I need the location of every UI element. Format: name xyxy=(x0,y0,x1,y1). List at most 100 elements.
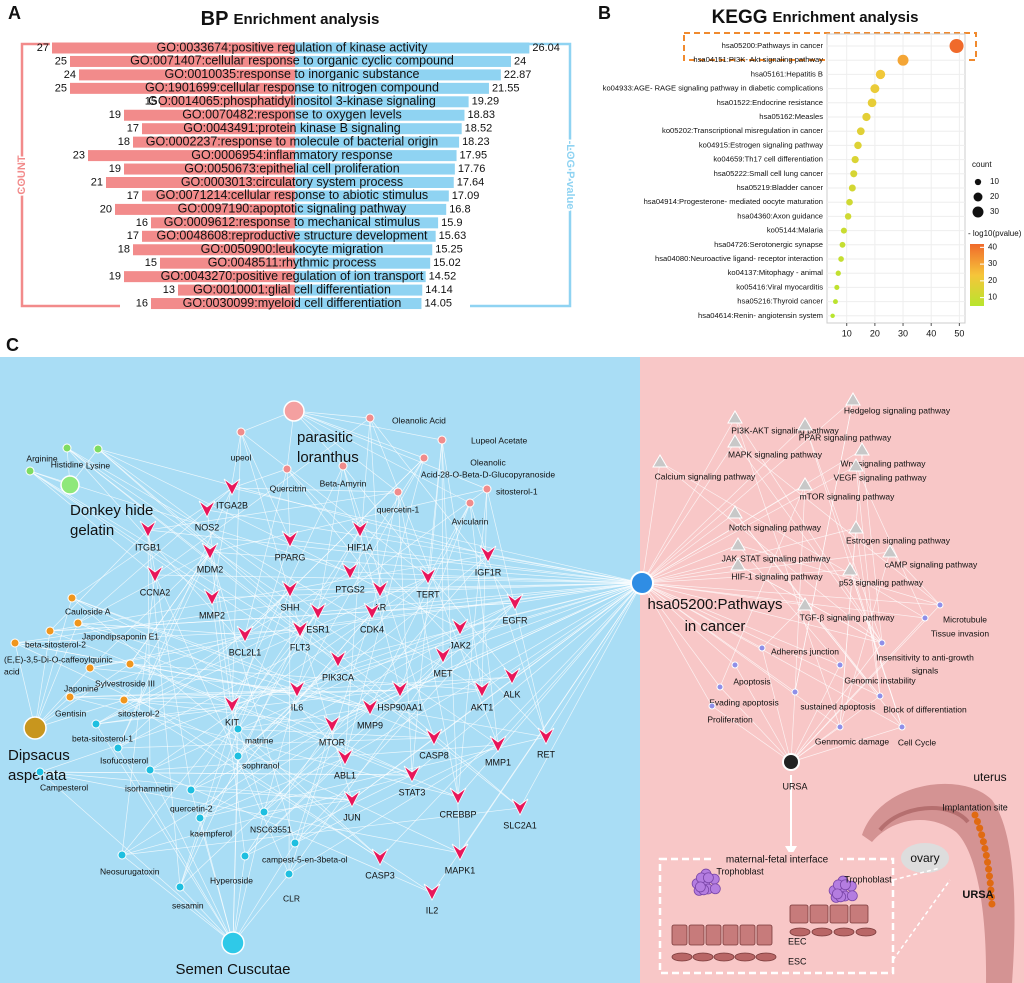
y-tick-label: ko04933:AGE- RAGE signaling pathway in d… xyxy=(603,84,824,93)
pathway-node xyxy=(727,505,743,519)
y-tick-label: ko05202:Transcriptional misregulation in… xyxy=(662,126,823,135)
logp-bar xyxy=(295,257,431,269)
implantation xyxy=(971,811,996,909)
count-bar xyxy=(160,257,295,269)
node-label: isorhamnetin xyxy=(125,783,174,793)
edge xyxy=(511,582,643,678)
dot xyxy=(850,170,858,178)
edge xyxy=(199,707,371,819)
count-bar xyxy=(151,217,295,229)
target-node xyxy=(139,520,157,538)
edge xyxy=(240,431,291,541)
edge xyxy=(734,417,841,728)
edge xyxy=(117,551,211,749)
edge xyxy=(77,551,211,624)
node-label: upeol xyxy=(231,452,252,462)
compound-node xyxy=(240,851,250,861)
compound-node xyxy=(62,443,72,453)
illustration xyxy=(658,775,1015,983)
process-node xyxy=(836,723,844,731)
label-bg xyxy=(715,852,840,866)
edge xyxy=(349,571,643,584)
count-bar xyxy=(52,42,295,54)
target-node xyxy=(223,478,241,496)
node-label: SLC2A1 xyxy=(503,820,537,830)
logp-bar xyxy=(295,177,454,188)
node-label: CLR xyxy=(283,893,300,903)
count-label: 25 xyxy=(55,55,67,67)
edge xyxy=(641,461,661,584)
logp-label: 16.8 xyxy=(449,203,470,215)
target-node xyxy=(236,625,254,643)
logp-bar xyxy=(295,96,469,108)
edge xyxy=(641,527,857,584)
node-label: MDM2 xyxy=(197,564,224,574)
logp-label: 15.63 xyxy=(439,230,467,242)
node-label: p53 signaling pathway xyxy=(839,577,924,587)
edge xyxy=(209,551,643,584)
target-node xyxy=(537,727,555,745)
dot xyxy=(839,241,846,248)
node-label: ABL1 xyxy=(334,770,356,780)
node-label: MMP2 xyxy=(199,610,225,620)
edge xyxy=(331,582,643,726)
dot xyxy=(830,313,835,319)
edge xyxy=(317,582,643,613)
colorbar-label: 40 xyxy=(988,242,997,251)
edge xyxy=(231,468,288,489)
edge xyxy=(719,484,806,688)
node-label: Adherens junction xyxy=(771,646,839,656)
node-label: KIT xyxy=(225,717,240,727)
edge xyxy=(641,582,903,728)
herb-node xyxy=(221,931,245,955)
edge xyxy=(790,664,841,763)
edge xyxy=(89,551,211,669)
logp-label: 24 xyxy=(514,55,526,67)
count-bar xyxy=(88,150,295,162)
edge xyxy=(232,811,265,944)
target-node xyxy=(451,618,469,636)
edge xyxy=(123,676,513,701)
node-label: BCL2L1 xyxy=(229,647,262,657)
node-label: Evading apoptosis xyxy=(709,697,778,707)
edge xyxy=(263,799,353,813)
node-label: Calcium signaling pathway xyxy=(655,471,756,481)
node-label: AKT1 xyxy=(471,702,494,712)
count-bar xyxy=(70,82,295,94)
herb-node xyxy=(60,475,80,495)
edge xyxy=(294,724,333,844)
dot xyxy=(949,39,964,53)
node-label: NSC63551 xyxy=(250,824,292,834)
edge xyxy=(211,431,242,599)
edge xyxy=(231,487,643,584)
edge xyxy=(34,663,131,729)
edge xyxy=(69,689,298,698)
axis-label: -LOG P value xyxy=(564,141,576,210)
target-node xyxy=(449,787,467,805)
edge xyxy=(734,441,941,606)
node-label: PIK3CA xyxy=(322,672,354,682)
y-tick-label: ko05144:Malaria xyxy=(767,226,824,235)
node-label: CREBBP xyxy=(439,809,476,819)
logp-bar xyxy=(295,203,447,215)
pathway-node xyxy=(727,434,743,448)
edge xyxy=(34,630,51,729)
target-node xyxy=(423,883,441,901)
term-label: GO:0002237:response to molecule of bacte… xyxy=(146,134,439,148)
logp-label: 15.02 xyxy=(433,257,461,269)
logp-bar xyxy=(295,244,433,256)
dot xyxy=(848,184,856,192)
edge xyxy=(211,582,643,599)
chart-title: BP Enrichment analysis xyxy=(201,8,380,30)
edge xyxy=(427,502,471,578)
node-label: Apoptosis xyxy=(733,676,770,686)
pathway-node xyxy=(730,537,746,551)
node-label: MMP9 xyxy=(357,720,383,730)
logp-bar xyxy=(295,190,449,202)
term-label: GO:0071407:cellular response to organic … xyxy=(130,54,454,68)
node-label: acid xyxy=(4,666,20,676)
process-node xyxy=(921,614,929,622)
edge xyxy=(49,554,489,632)
edge xyxy=(209,551,296,844)
edge xyxy=(855,465,926,619)
